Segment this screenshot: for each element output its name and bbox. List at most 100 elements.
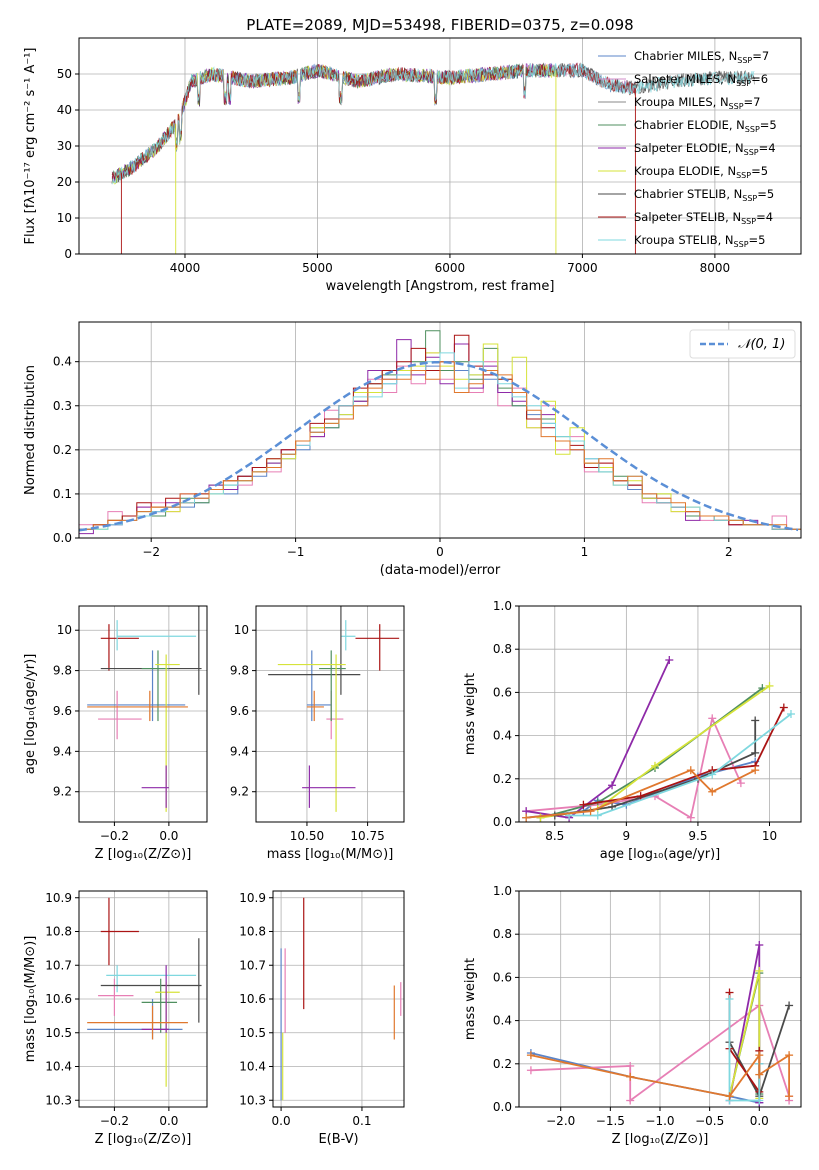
residual-histogram-panel: 𝒩(0, 1) −2 −1 0 1 2 0.0 0.1 0.2 0.3 0.4 (data-model… xyxy=(23,321,802,578)
axes-frame xyxy=(518,605,802,823)
figure-title: PLATE=2089, MJD=53498, FIBERID=0375, z=0… xyxy=(246,16,633,34)
y-tick-label: 10.7 xyxy=(45,958,72,972)
y-tick-label: 0.8 xyxy=(493,642,512,656)
x-tick-label: 8.5 xyxy=(545,829,564,843)
legend-label-end: =4 xyxy=(759,141,776,155)
y-tick-label: 10.6 xyxy=(45,992,72,1006)
spectrum-line xyxy=(111,63,557,182)
y-tick-label: 20 xyxy=(57,175,72,189)
x-tick-label: 0.0 xyxy=(272,1114,291,1128)
y-tick-label: 10.4 xyxy=(45,1060,72,1074)
legend-label-main: Salpeter MILES, N xyxy=(634,72,736,86)
legend-label-end: =7 xyxy=(744,95,761,109)
weight-line xyxy=(728,970,761,1099)
x-axis-label: wavelength [Angstrom, rest frame] xyxy=(326,279,555,294)
legend-label-sub: SSP xyxy=(741,217,756,226)
weight-line xyxy=(526,659,671,819)
y-tick-label: 9.8 xyxy=(53,664,72,678)
y-tick-label: 50 xyxy=(57,67,72,81)
axes-frame xyxy=(78,605,208,823)
y-tick-label: 10.8 xyxy=(45,925,72,939)
y-tick-label: 10.4 xyxy=(239,1060,266,1074)
x-tick-label: 9 xyxy=(623,829,631,843)
legend-label-sub: SSP xyxy=(745,125,760,134)
axes-frame xyxy=(255,605,405,823)
plot-area xyxy=(256,606,404,822)
legend-label-main: Chabrier STELIB, N xyxy=(634,187,742,201)
y-tick-label: 9.4 xyxy=(53,744,72,758)
x-tick-label: 5000 xyxy=(302,261,333,275)
y-tick-label: 10 xyxy=(234,623,249,637)
legend-label-sub: SSP xyxy=(744,148,759,157)
x-axis-label: (data-model)/error xyxy=(380,563,501,578)
x-tick-label: 10.50 xyxy=(290,829,324,843)
x-tick-label: 0 xyxy=(436,545,444,559)
gaussian-curve xyxy=(79,360,799,532)
y-tick-label: 0.0 xyxy=(53,531,72,545)
y-tick-label: 0.2 xyxy=(53,443,72,457)
weight-line xyxy=(569,713,792,817)
legend-label-sub: SSP xyxy=(742,194,757,203)
legend-label-end: =5 xyxy=(757,187,774,201)
y-tick-label: 0.0 xyxy=(493,1100,512,1114)
x-tick-label: −2.0 xyxy=(546,1114,575,1128)
y-tick-label: 10 xyxy=(57,211,72,225)
plot-area xyxy=(79,606,207,822)
y-tick-label: 9.4 xyxy=(230,744,249,758)
y-axis-label: mass [log₁₀(M/M⊙)] xyxy=(23,936,38,1063)
legend-label: Salpeter MILES, NSSP=6 xyxy=(634,72,768,88)
x-tick-label: 8000 xyxy=(700,261,731,275)
spectrum-line xyxy=(111,62,755,185)
x-tick-label: 2 xyxy=(725,545,733,559)
legend-label-main: Chabrier MILES, N xyxy=(634,49,737,63)
y-axis-label: mass weight xyxy=(463,958,478,1040)
x-tick-label: 4000 xyxy=(170,261,201,275)
x-axis-label: E(B-V) xyxy=(318,1132,358,1147)
y-tick-label: 0 xyxy=(64,247,72,261)
y-tick-label: 0.6 xyxy=(493,970,512,984)
weight-line xyxy=(728,999,761,1102)
legend-label-end: =5 xyxy=(749,233,766,247)
legend-label-sub: SSP xyxy=(729,102,744,111)
x-tick-label: 1 xyxy=(581,545,589,559)
legend-label-end: =6 xyxy=(751,72,768,86)
y-tick-label: 9.6 xyxy=(53,704,72,718)
legend-label-sub: SSP xyxy=(736,171,751,180)
legend-label: Kroupa MILES, NSSP=7 xyxy=(634,95,760,111)
x-axis-label: Z [log₁₀(Z/Z⊙)] xyxy=(612,1132,709,1147)
x-axis-label: age [log₁₀(age/yr)] xyxy=(600,847,721,862)
y-axis-label: mass weight xyxy=(463,673,478,755)
x-tick-label: 0.1 xyxy=(352,1114,371,1128)
y-tick-label: 10.7 xyxy=(239,958,266,972)
legend-label-main: Kroupa ELODIE, N xyxy=(634,164,736,178)
y-tick-label: 40 xyxy=(57,103,72,117)
legend-label-sub: SSP xyxy=(737,56,752,65)
x-tick-label: 7000 xyxy=(567,261,598,275)
y-tick-label: 9.2 xyxy=(53,785,72,799)
y-tick-label: 10.6 xyxy=(239,992,266,1006)
legend-label: Salpeter STELIB, NSSP=4 xyxy=(634,210,773,226)
legend-label: Kroupa STELIB, NSSP=5 xyxy=(634,233,765,249)
y-tick-label: 10 xyxy=(57,623,72,637)
y-axis-label: Normed distribution xyxy=(23,365,38,495)
y-tick-label: 10.8 xyxy=(239,925,266,939)
y-tick-label: 9.6 xyxy=(230,704,249,718)
plot-area xyxy=(79,322,801,538)
legend-box xyxy=(689,329,796,359)
y-tick-label: 0.8 xyxy=(493,927,512,941)
y-tick-label: 0.3 xyxy=(53,399,72,413)
legend-label: Chabrier ELODIE, NSSP=5 xyxy=(634,118,777,134)
legend-label-main: Chabrier ELODIE, N xyxy=(634,118,745,132)
legend-label: Chabrier STELIB, NSSP=5 xyxy=(634,187,774,203)
legend-label: 𝒩(0, 1) xyxy=(738,337,785,352)
x-tick-label: 0.0 xyxy=(750,1114,769,1128)
y-tick-label: 0.4 xyxy=(493,729,512,743)
x-axis-label: Z [log₁₀(Z/Z⊙)] xyxy=(95,847,192,862)
y-tick-label: 9.2 xyxy=(230,785,249,799)
histogram-step xyxy=(79,361,801,538)
age-vs-Z-panel: −0.2 0.0 9.2 9.4 9.6 9.8 10 Z [log₁₀(Z/Z⊙)] age … xyxy=(23,605,208,862)
legend-label-main: Salpeter STELIB, N xyxy=(634,210,741,224)
y-tick-label: 10.9 xyxy=(239,891,266,905)
